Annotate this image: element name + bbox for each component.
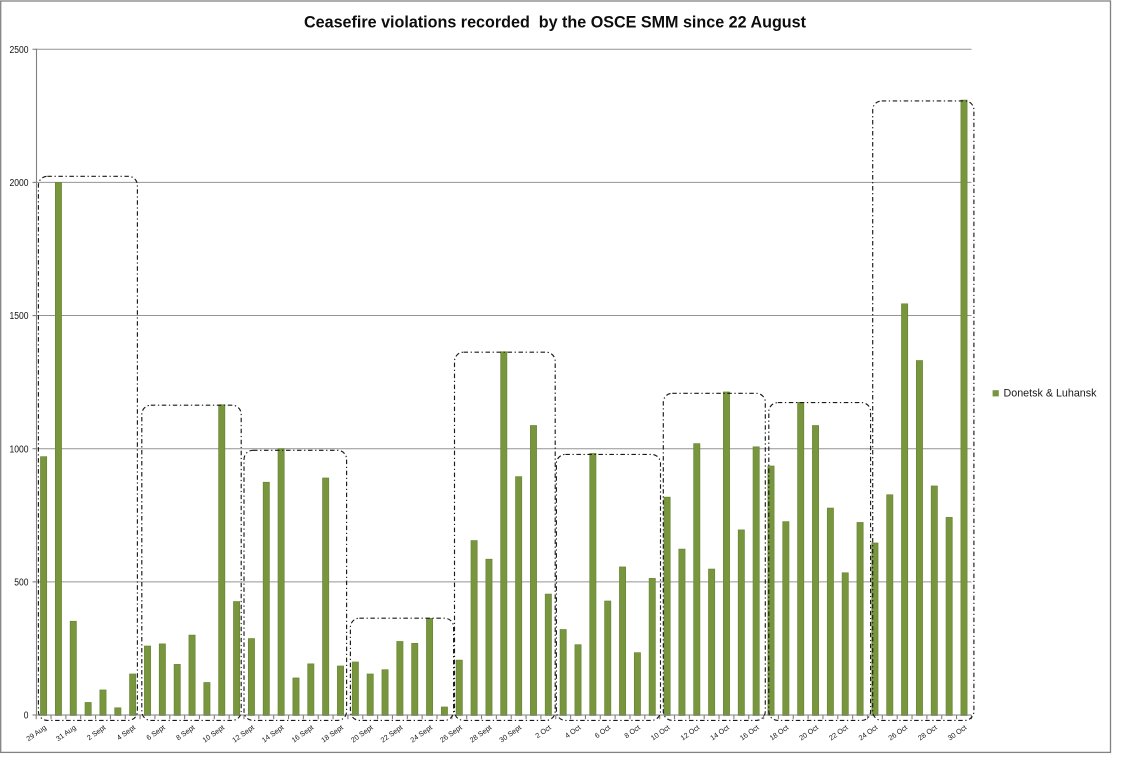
svg-text:1000: 1000 xyxy=(10,444,29,455)
svg-text:Ceasefire violations recorded: Ceasefire violations recorded by the OSC… xyxy=(304,13,806,32)
svg-text:2500: 2500 xyxy=(10,45,29,56)
svg-text:500: 500 xyxy=(14,577,29,588)
svg-text:2000: 2000 xyxy=(10,178,29,189)
svg-text:Donetsk & Luhansk: Donetsk & Luhansk xyxy=(1004,388,1097,400)
svg-text:1500: 1500 xyxy=(10,311,29,322)
svg-text:0: 0 xyxy=(24,711,29,722)
